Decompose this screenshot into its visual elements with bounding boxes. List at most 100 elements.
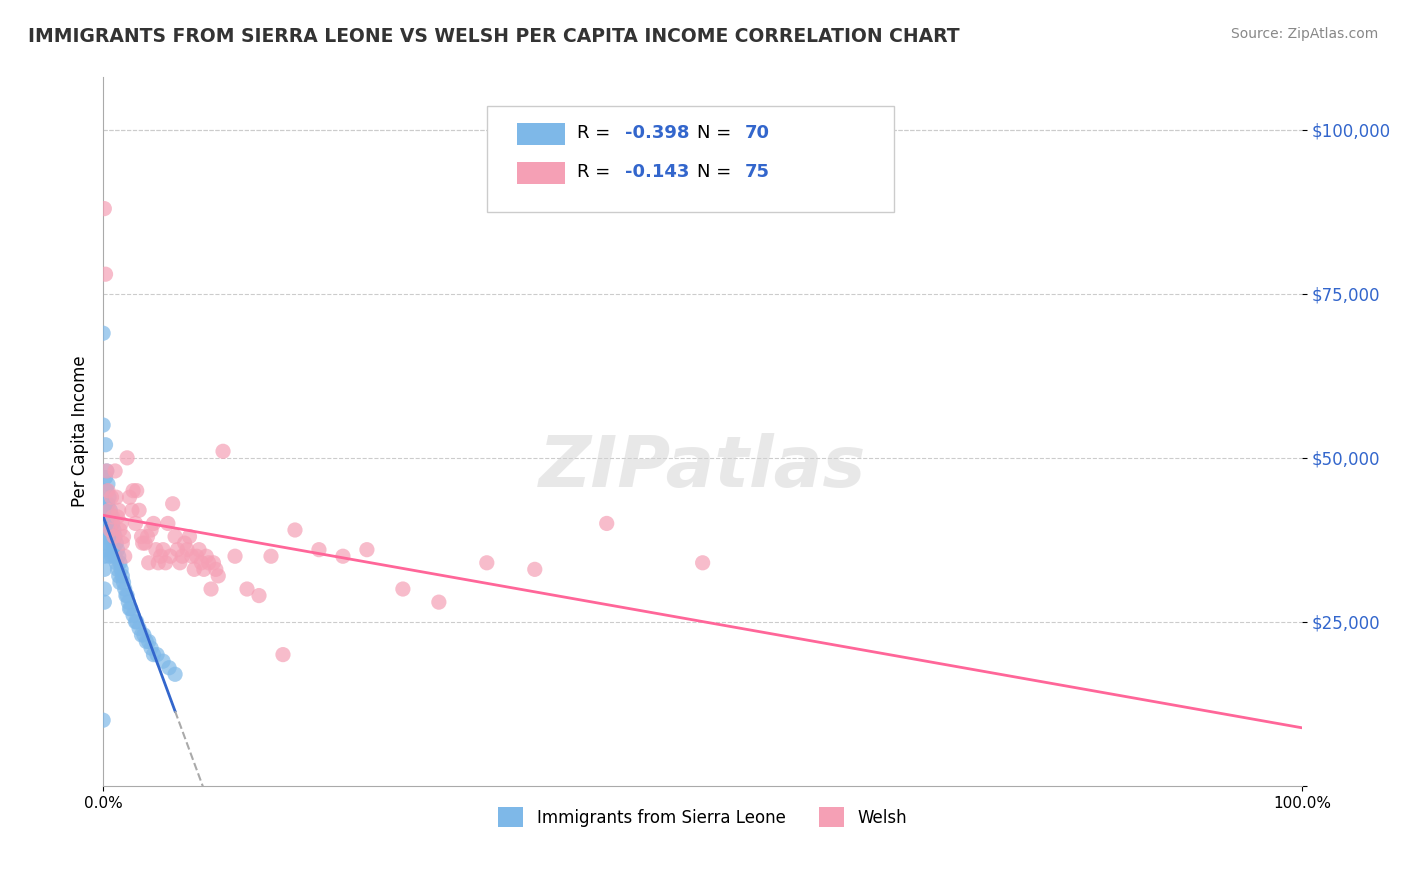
Text: N =: N = <box>696 162 737 181</box>
Immigrants from Sierra Leone <box>94 530 117 544</box>
Text: Source: ZipAtlas.com: Source: ZipAtlas.com <box>1230 27 1378 41</box>
Welsh <box>139 523 162 537</box>
Bar <box>517 162 565 184</box>
Immigrants from Sierra Leone <box>93 562 115 576</box>
Welsh <box>118 490 141 504</box>
Welsh <box>107 509 129 524</box>
Immigrants from Sierra Leone <box>96 483 118 498</box>
Welsh <box>101 509 124 524</box>
Immigrants from Sierra Leone <box>91 713 114 727</box>
Welsh <box>122 483 145 498</box>
Welsh <box>155 556 177 570</box>
Text: 70: 70 <box>745 124 769 142</box>
Welsh <box>179 530 201 544</box>
Immigrants from Sierra Leone <box>135 634 157 648</box>
Text: R =: R = <box>576 162 616 181</box>
Welsh <box>98 503 121 517</box>
Welsh <box>308 542 330 557</box>
Welsh <box>138 556 160 570</box>
Immigrants from Sierra Leone <box>98 503 121 517</box>
Welsh <box>93 202 115 216</box>
Immigrants from Sierra Leone <box>93 582 115 596</box>
Immigrants from Sierra Leone <box>98 530 121 544</box>
Text: R =: R = <box>576 124 616 142</box>
Immigrants from Sierra Leone <box>101 536 124 550</box>
Immigrants from Sierra Leone <box>98 549 121 564</box>
Welsh <box>94 267 117 281</box>
Immigrants from Sierra Leone <box>139 641 162 656</box>
Welsh <box>260 549 283 564</box>
Immigrants from Sierra Leone <box>94 509 117 524</box>
Immigrants from Sierra Leone <box>146 648 169 662</box>
Immigrants from Sierra Leone <box>96 503 118 517</box>
Welsh <box>186 549 208 564</box>
Immigrants from Sierra Leone <box>107 562 129 576</box>
Immigrants from Sierra Leone <box>120 601 142 615</box>
Text: 75: 75 <box>745 162 769 181</box>
Immigrants from Sierra Leone <box>93 595 115 609</box>
Text: N =: N = <box>696 124 737 142</box>
Immigrants from Sierra Leone <box>98 490 121 504</box>
Welsh <box>159 549 181 564</box>
Immigrants from Sierra Leone <box>142 648 165 662</box>
Welsh <box>149 549 172 564</box>
Welsh <box>111 536 134 550</box>
Immigrants from Sierra Leone <box>105 556 128 570</box>
Welsh <box>247 589 270 603</box>
Welsh <box>165 530 187 544</box>
Welsh <box>190 556 212 570</box>
Welsh <box>104 464 127 478</box>
Immigrants from Sierra Leone <box>93 503 115 517</box>
Immigrants from Sierra Leone <box>91 326 114 341</box>
Immigrants from Sierra Leone <box>128 621 150 635</box>
Immigrants from Sierra Leone <box>97 497 120 511</box>
Welsh <box>392 582 415 596</box>
Welsh <box>475 556 498 570</box>
Welsh <box>112 530 135 544</box>
Welsh <box>100 490 122 504</box>
Welsh <box>145 542 167 557</box>
Immigrants from Sierra Leone <box>107 542 129 557</box>
Welsh <box>200 582 222 596</box>
Welsh <box>134 536 156 550</box>
Welsh <box>162 497 184 511</box>
Immigrants from Sierra Leone <box>96 536 118 550</box>
Immigrants from Sierra Leone <box>125 615 148 629</box>
Welsh <box>188 542 211 557</box>
Immigrants from Sierra Leone <box>105 536 128 550</box>
Immigrants from Sierra Leone <box>107 569 129 583</box>
Welsh <box>131 530 153 544</box>
Text: ZIPatlas: ZIPatlas <box>538 433 866 501</box>
Welsh <box>197 556 219 570</box>
Immigrants from Sierra Leone <box>91 418 114 433</box>
Welsh <box>205 562 228 576</box>
Welsh <box>107 503 129 517</box>
Immigrants from Sierra Leone <box>97 516 120 531</box>
Welsh <box>97 483 120 498</box>
Welsh <box>427 595 450 609</box>
Welsh <box>236 582 259 596</box>
Welsh <box>105 490 128 504</box>
Immigrants from Sierra Leone <box>165 667 187 681</box>
Welsh <box>96 464 118 478</box>
Immigrants from Sierra Leone <box>96 523 118 537</box>
Y-axis label: Per Capita Income: Per Capita Income <box>72 356 89 508</box>
Welsh <box>193 562 215 576</box>
Welsh <box>212 444 235 458</box>
Welsh <box>148 556 170 570</box>
Immigrants from Sierra Leone <box>100 530 122 544</box>
Welsh <box>172 549 194 564</box>
Text: IMMIGRANTS FROM SIERRA LEONE VS WELSH PER CAPITA INCOME CORRELATION CHART: IMMIGRANTS FROM SIERRA LEONE VS WELSH PE… <box>28 27 960 45</box>
Immigrants from Sierra Leone <box>100 509 122 524</box>
Immigrants from Sierra Leone <box>104 530 127 544</box>
Welsh <box>224 549 246 564</box>
Welsh <box>180 549 202 564</box>
Legend: Immigrants from Sierra Leone, Welsh: Immigrants from Sierra Leone, Welsh <box>492 800 914 834</box>
Immigrants from Sierra Leone <box>93 549 115 564</box>
Welsh <box>332 549 354 564</box>
Welsh <box>131 536 153 550</box>
Immigrants from Sierra Leone <box>94 542 117 557</box>
Welsh <box>136 530 159 544</box>
Immigrants from Sierra Leone <box>115 589 138 603</box>
Immigrants from Sierra Leone <box>104 549 127 564</box>
